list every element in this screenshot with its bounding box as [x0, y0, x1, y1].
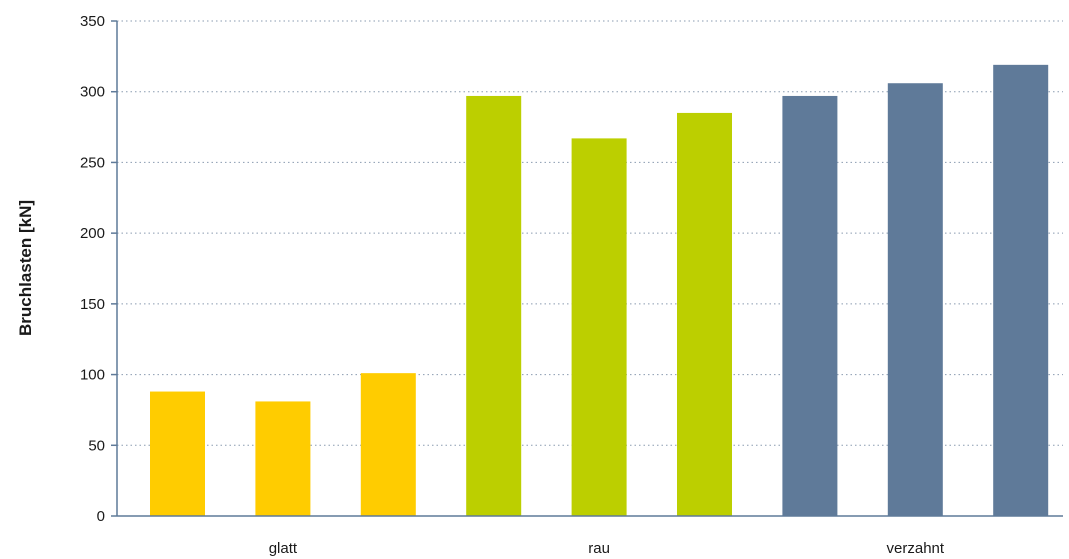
x-group-label-glatt: glatt [269, 540, 298, 557]
y-tick-label: 150 [80, 296, 105, 313]
y-tick-label: 50 [88, 437, 105, 454]
bar-verzahnt-1 [782, 95, 838, 516]
bar-rau-3 [677, 112, 732, 516]
y-tick-label: 300 [80, 84, 105, 101]
bar-rau-2 [571, 138, 627, 516]
y-tick-labels: 0 50 100 150 200 250 300 350 [80, 13, 117, 525]
bar-verzahnt-2 [887, 83, 943, 516]
bar-glatt-3 [360, 373, 416, 516]
x-group-labels: glatt rau verzahnt [269, 540, 945, 557]
bar-glatt-2 [255, 401, 311, 516]
axes [116, 21, 1063, 517]
y-tick-label: 350 [80, 13, 105, 30]
y-tick-label: 250 [80, 154, 105, 171]
bar-verzahnt-3 [993, 64, 1049, 516]
bars [150, 64, 1049, 516]
bar-glatt-1 [150, 391, 205, 516]
y-tick-label: 200 [80, 225, 105, 242]
x-group-label-rau: rau [588, 540, 610, 557]
y-tick-label: 0 [97, 508, 105, 525]
y-tick-label: 100 [80, 367, 105, 384]
x-group-label-verzahnt: verzahnt [887, 540, 945, 557]
y-axis-title: Bruchlasten [kN] [16, 200, 35, 336]
bar-rau-1 [466, 95, 522, 516]
